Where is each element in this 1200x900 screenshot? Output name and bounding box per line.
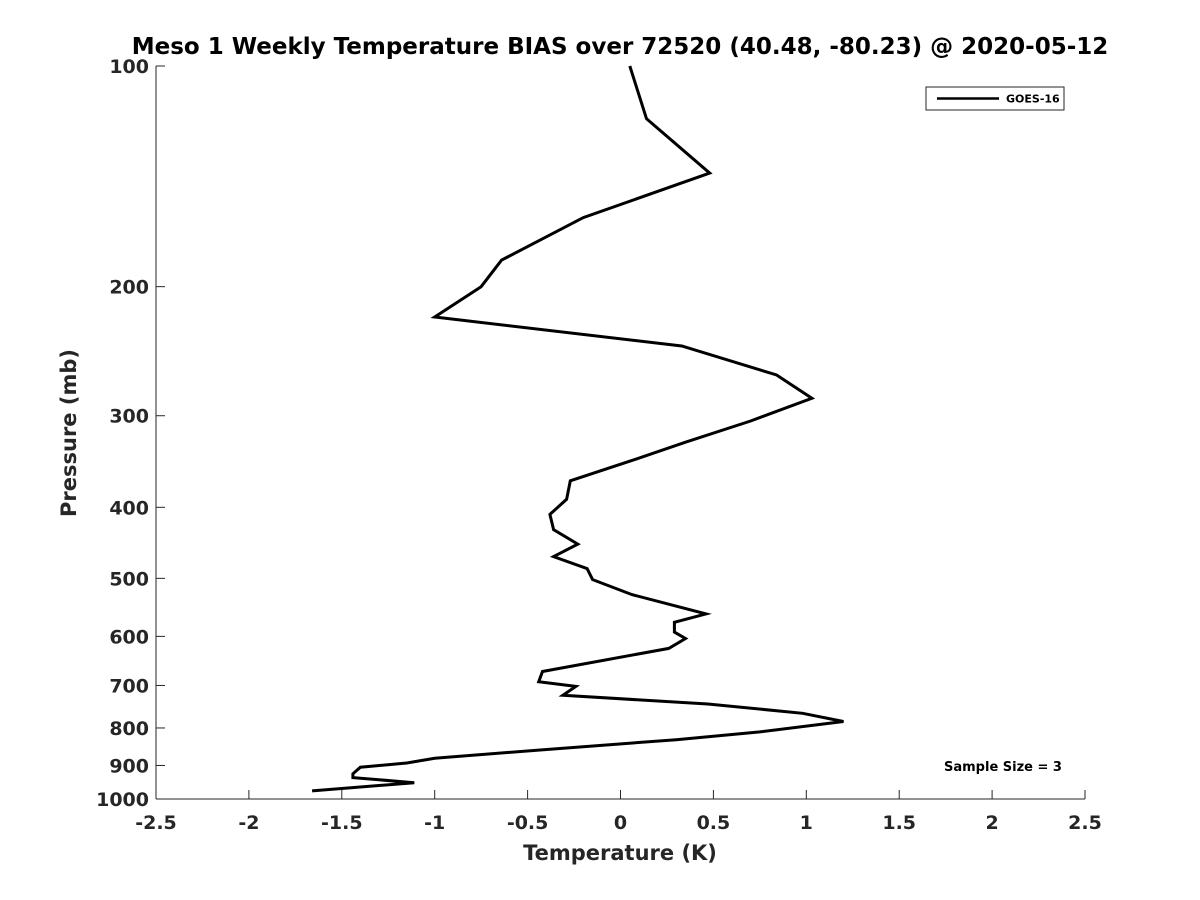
x-tick-label: 1.5 xyxy=(882,812,916,834)
y-tick-label: 100 xyxy=(109,56,149,78)
x-tick-label: 0.5 xyxy=(697,812,731,834)
y-tick-label: 600 xyxy=(109,626,149,648)
x-axis-ticks: -2.5 -2 -1.5 -1 -0.5 0 0.5 1 1.5 2 2.5 xyxy=(135,790,1102,834)
series-layer xyxy=(311,65,844,793)
chart-title: Meso 1 Weekly Temperature BIAS over 7252… xyxy=(132,34,1109,60)
x-tick-label: -1 xyxy=(424,812,445,834)
y-tick-label: 900 xyxy=(109,755,149,777)
legend-label-goes-16: GOES-16 xyxy=(1006,93,1060,106)
x-tick-label: -0.5 xyxy=(507,812,549,834)
x-tick-label: 0 xyxy=(614,812,627,834)
y-axis-title: Pressure (mb) xyxy=(57,349,81,517)
x-tick-label: -2 xyxy=(238,812,259,834)
y-tick-label: 400 xyxy=(109,497,149,519)
x-tick-label: 2.5 xyxy=(1068,812,1102,834)
y-tick-label: 300 xyxy=(109,406,149,428)
y-tick-label: 500 xyxy=(109,568,149,590)
sample-size-annotation: Sample Size = 3 xyxy=(944,760,1062,775)
legend: GOES-16 xyxy=(925,86,1065,111)
y-axis-ticks: 100 200 300 400 500 600 700 800 900 1000 xyxy=(96,56,165,811)
y-tick-label: 1000 xyxy=(96,789,149,811)
series-line-goes-16 xyxy=(311,65,844,793)
x-axis-title: Temperature (K) xyxy=(523,841,717,865)
x-tick-label: -2.5 xyxy=(135,812,177,834)
x-tick-label: 1 xyxy=(800,812,813,834)
y-tick-label: 200 xyxy=(109,277,149,299)
y-tick-label: 700 xyxy=(109,675,149,697)
x-tick-label: 2 xyxy=(985,812,998,834)
y-tick-label: 800 xyxy=(109,718,149,740)
x-tick-label: -1.5 xyxy=(321,812,363,834)
